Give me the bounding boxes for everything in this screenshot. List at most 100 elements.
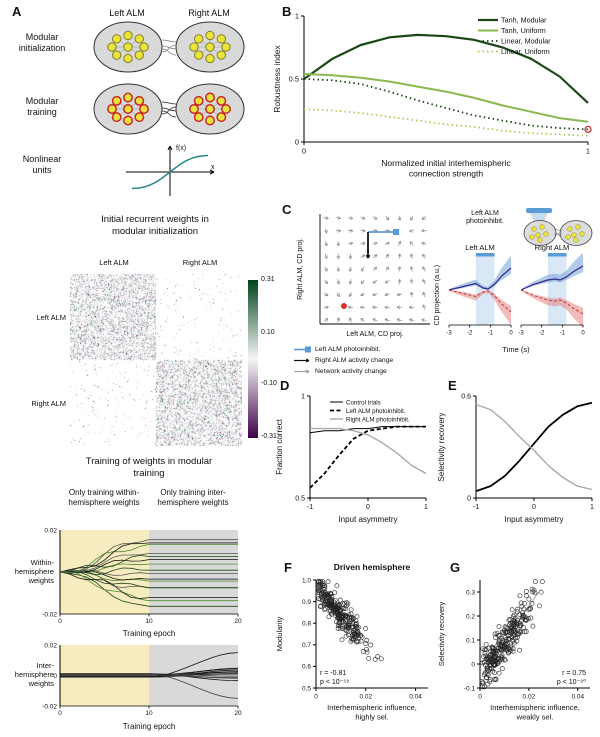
svg-text:0: 0 — [581, 331, 585, 337]
within-weights-ylabel: Within-hemisphere weights — [14, 558, 54, 585]
panel-e-label: E — [448, 378, 457, 393]
nonlinear-units-label: Nonlinear units — [22, 154, 62, 175]
svg-text:20: 20 — [234, 710, 242, 717]
svg-text:Tanh, Modular: Tanh, Modular — [501, 15, 547, 24]
svg-text:0.2: 0.2 — [466, 613, 475, 620]
svg-text:1: 1 — [590, 504, 594, 511]
weights-colorbar — [248, 280, 258, 438]
fraction-correct-chart: 0.5 1 -1 0 1 Fraction correct Input asymmetry C… — [275, 394, 428, 525]
svg-text:Linear, Modular: Linear, Modular — [501, 36, 551, 45]
svg-text:0.7: 0.7 — [302, 642, 311, 649]
modularity-scatter: 0.5 0.6 0.7 0.8 0.9 1.0 0 0.02 0.04 Modularity Int… — [275, 562, 428, 722]
training-epoch-label-2: Training epoch — [122, 722, 176, 731]
svg-text:1: 1 — [301, 394, 305, 401]
svg-text:20: 20 — [234, 618, 242, 625]
photoinhibit-schematic-label: Left ALM photoinhibit. — [466, 210, 504, 226]
photoinhibit-marker-icon — [294, 346, 311, 353]
arrow-icon — [294, 358, 310, 363]
cd-quiver-plot: Right ALM, CD proj. Left ALM, CD proj. — [297, 214, 430, 338]
svg-text:-2: -2 — [539, 331, 545, 337]
svg-text:0.5: 0.5 — [302, 685, 311, 692]
svg-text:-0.02: -0.02 — [42, 611, 57, 618]
svg-text:Tanh, Uniform: Tanh, Uniform — [501, 26, 546, 35]
svg-text:0.1: 0.1 — [466, 637, 475, 644]
svg-text:r = -0.81: r = -0.81 — [320, 670, 346, 677]
panel-d-label: D — [280, 378, 290, 393]
svg-text:-1: -1 — [488, 331, 494, 337]
left-alm-header: Left ALM — [109, 8, 145, 18]
quiver-legend-label: Right ALM activity change — [315, 357, 394, 364]
svg-text:f(x): f(x) — [176, 145, 186, 152]
svg-text:Input asymmetry: Input asymmetry — [504, 515, 563, 524]
svg-text:Interhemispheric influence,: Interhemispheric influence, — [490, 703, 580, 712]
svg-text:-1: -1 — [473, 504, 479, 511]
svg-text:0.5: 0.5 — [289, 75, 299, 84]
svg-text:10: 10 — [145, 710, 153, 717]
svg-text:Modularity: Modularity — [275, 616, 284, 651]
svg-text:0: 0 — [471, 661, 475, 668]
inter-weights-plot: 0.020-0.020 10 20 — [42, 642, 242, 717]
panel-a-label: A — [12, 4, 22, 19]
modular-init-schematic — [93, 21, 245, 73]
heatmap-row-label-right: Right ALM — [31, 399, 66, 408]
svg-text:Interhemispheric influence,: Interhemispheric influence, — [327, 703, 417, 712]
colorbar-tick-min: -0.31 — [261, 433, 277, 440]
weights-heatmap — [70, 274, 242, 446]
svg-text:p < 10⁻⁵⁹: p < 10⁻⁵⁹ — [320, 679, 349, 686]
right-alm-header: Right ALM — [188, 8, 230, 18]
svg-text:0.9: 0.9 — [302, 599, 311, 606]
svg-text:0.3: 0.3 — [466, 589, 475, 596]
svg-text:0: 0 — [302, 147, 306, 156]
svg-text:r = 0.75: r = 0.75 — [562, 670, 586, 677]
phase-label-within: Only training within-hemisphere weights — [68, 488, 140, 507]
svg-text:0.5: 0.5 — [295, 496, 305, 503]
modular-training-label: Modular training — [25, 96, 59, 117]
colorbar-tick-max: 0.31 — [261, 276, 275, 283]
svg-text:10: 10 — [145, 618, 153, 625]
svg-text:0: 0 — [314, 694, 318, 701]
cd-plot-left: -3 -2 -1 0 — [446, 253, 513, 337]
quiver-legend-item: Network activity change — [294, 366, 444, 377]
svg-text:0.6: 0.6 — [461, 394, 471, 401]
cd-plot-right: -3 -2 -1 0 — [518, 252, 585, 337]
svg-text:0: 0 — [58, 618, 62, 625]
heatmap-col-label-right: Right ALM — [182, 258, 218, 267]
svg-text:-3: -3 — [446, 331, 452, 337]
svg-text:Normalized initial interhemisp: Normalized initial interhemispheric — [381, 158, 511, 168]
svg-text:0.02: 0.02 — [44, 527, 57, 534]
svg-text:0: 0 — [295, 138, 299, 147]
svg-text:1: 1 — [295, 12, 299, 21]
svg-text:0.6: 0.6 — [302, 664, 311, 671]
heatmap-row-label-left: Left ALM — [36, 313, 66, 322]
svg-text:0.04: 0.04 — [409, 694, 422, 701]
svg-text:0: 0 — [509, 331, 513, 337]
svg-text:-0.02: -0.02 — [42, 703, 57, 710]
phase-label-inter: Only training inter-hemisphere weights — [157, 488, 229, 507]
quiver-legend-label: Left ALM photoinhibit. — [315, 346, 381, 353]
training-epoch-label-1: Training epoch — [122, 629, 176, 638]
svg-text:0.8: 0.8 — [302, 621, 311, 628]
svg-text:highly sel.: highly sel. — [355, 713, 388, 722]
svg-text:Right ALM, CD proj.: Right ALM, CD proj. — [297, 238, 304, 300]
panel-c-label: C — [282, 202, 292, 217]
quiver-legend-item: Left ALM photoinhibit. — [294, 344, 444, 355]
svg-text:-2: -2 — [467, 331, 473, 337]
heatmap-title: Initial recurrent weights in modular ini… — [101, 214, 209, 237]
quiver-legend: Left ALM photoinhibit. Right ALM activity… — [294, 344, 444, 377]
svg-text:Input asymmetry: Input asymmetry — [338, 515, 397, 524]
svg-text:0.04: 0.04 — [571, 694, 584, 701]
colorbar-tick-pos: 0.10 — [261, 329, 275, 336]
svg-text:0: 0 — [366, 504, 370, 511]
svg-text:0: 0 — [53, 673, 57, 680]
heatmap-col-label-left: Left ALM — [99, 258, 129, 267]
svg-text:Left ALM, CD proj.: Left ALM, CD proj. — [346, 331, 403, 338]
svg-text:0.02: 0.02 — [44, 642, 57, 649]
svg-text:Control trials: Control trials — [346, 399, 381, 406]
inter-weights-ylabel: Inter-hemisphere weights — [14, 661, 54, 688]
colorbar-tick-neg: -0.10 — [261, 380, 277, 387]
quiver-legend-label: Network activity change — [315, 368, 387, 375]
robustness-chart: 0 0.5 1 0 1 Robustness index Normalized initia… — [272, 12, 592, 179]
svg-text:0.02: 0.02 — [523, 694, 536, 701]
svg-text:1: 1 — [586, 147, 590, 156]
svg-text:0: 0 — [58, 710, 62, 717]
